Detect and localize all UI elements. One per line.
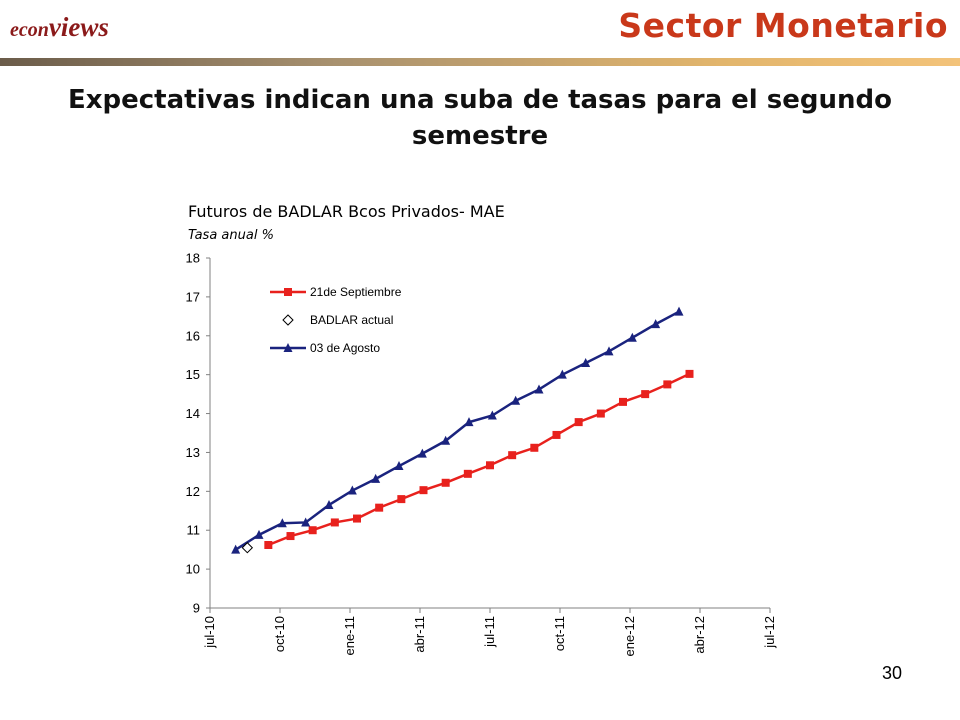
- y-tick-label: 10: [186, 562, 200, 577]
- point-21-septiembre: [663, 380, 672, 389]
- x-tick-label: ene-11: [342, 616, 357, 656]
- point-03-agosto: [627, 332, 637, 342]
- point-03-agosto: [557, 369, 567, 379]
- x-tick-label: oct-10: [272, 616, 287, 652]
- point-03-agosto: [464, 417, 474, 427]
- point-03-agosto: [324, 499, 334, 509]
- point-03-agosto: [487, 410, 497, 420]
- point-21-septiembre: [530, 443, 539, 452]
- logo-text-views: views: [48, 12, 109, 42]
- legend-item-03-agosto-marker: [283, 343, 293, 352]
- point-21-septiembre: [552, 430, 561, 439]
- point-03-agosto: [651, 319, 661, 329]
- econviews-logo: econviews: [10, 12, 109, 43]
- legend-item-badlar-actual-marker: [282, 314, 294, 326]
- x-tick-label: jul-12: [762, 616, 777, 649]
- point-21-septiembre: [375, 503, 384, 512]
- x-tick-label: oct-11: [552, 616, 567, 651]
- point-21-septiembre: [508, 451, 517, 460]
- point-03-agosto: [231, 544, 241, 554]
- point-21-septiembre: [308, 526, 317, 535]
- point-21-septiembre: [264, 541, 273, 549]
- point-03-agosto: [301, 517, 311, 527]
- point-03-agosto: [417, 448, 427, 458]
- point-21-septiembre: [596, 409, 605, 418]
- point-03-agosto: [534, 384, 544, 394]
- point-03-agosto: [277, 518, 287, 528]
- y-tick-label: 13: [186, 445, 200, 460]
- point-21-septiembre: [574, 418, 583, 427]
- y-tick-label: 18: [186, 251, 200, 266]
- y-tick-label: 17: [186, 289, 200, 304]
- slide-title: Expectativas indican una suba de tasas p…: [67, 85, 892, 151]
- point-21-septiembre: [619, 397, 627, 406]
- y-tick-label: 15: [186, 367, 200, 382]
- point-21-septiembre: [685, 369, 694, 378]
- legend-item-03-agosto-label: 03 de Agosto: [310, 341, 380, 355]
- legend-item-badlar-actual-label: BADLAR actual: [310, 313, 393, 327]
- point-21-septiembre: [286, 532, 295, 541]
- x-tick-label: ene-12: [622, 616, 637, 656]
- point-03-agosto: [674, 306, 684, 316]
- point-03-agosto: [254, 529, 264, 539]
- chart-legend: 21de Septiembre BADLAR actual 03 de Agosto: [260, 282, 428, 360]
- series-line-03-agosto: [234, 310, 680, 551]
- x-tick-label: jul-10: [202, 616, 217, 649]
- point-21-septiembre: [353, 514, 361, 523]
- chart-title: Futuros de BADLAR Bcos Privados- MAE: [188, 202, 505, 221]
- point-21-septiembre: [441, 478, 450, 487]
- chart-plot-area: [231, 306, 694, 554]
- point-03-agosto: [604, 346, 614, 356]
- section-title: Sector Monetario: [618, 6, 948, 45]
- y-tick-label: 11: [187, 523, 201, 538]
- line-chart: Futuros de BADLAR Bcos Privados- MAE Tas…: [186, 202, 777, 657]
- point-21-septiembre: [641, 390, 650, 399]
- point-03-agosto: [371, 473, 381, 483]
- x-tick-label: abr-11: [412, 616, 427, 653]
- y-tick-label: 14: [186, 406, 200, 421]
- logo-text-econ: econ: [10, 19, 49, 41]
- chart-subtitle: Tasa anual %: [188, 228, 274, 243]
- y-tick-label: 16: [186, 328, 200, 343]
- y-tick-label: 12: [186, 484, 200, 499]
- legend-item-21-septiembre-marker: [284, 288, 292, 296]
- point-21-septiembre: [486, 461, 494, 470]
- point-03-agosto: [347, 485, 357, 495]
- point-21-septiembre: [419, 486, 428, 495]
- point-21-septiembre: [330, 518, 339, 527]
- y-tick-label: 9: [193, 601, 200, 616]
- point-21-septiembre: [463, 469, 472, 478]
- point-03-agosto: [511, 395, 521, 405]
- header-divider: [0, 58, 960, 66]
- page-number: 30: [881, 663, 902, 683]
- point-03-agosto: [581, 358, 591, 367]
- chart-axes: 9 10 11 12 13 14 15 16 17 18 jul-10 oct-10 ene-11 abr…: [186, 251, 777, 657]
- point-03-agosto: [441, 435, 451, 445]
- legend-item-21-septiembre-label: 21de Septiembre: [310, 285, 402, 299]
- x-tick-label: abr-12: [692, 616, 707, 654]
- x-tick-label: jul-11: [482, 616, 497, 648]
- point-03-agosto: [394, 461, 404, 471]
- point-21-septiembre: [397, 495, 406, 504]
- point-badlar-actual: [241, 542, 254, 554]
